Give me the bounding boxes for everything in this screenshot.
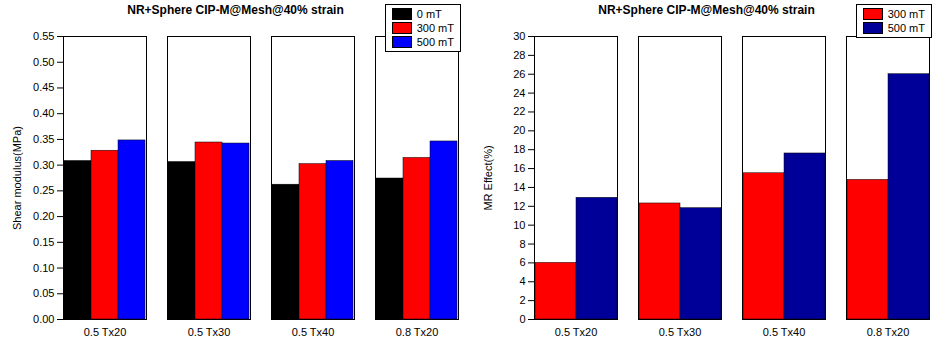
html-text:500 mT: 500 mT bbox=[887, 22, 925, 34]
html-text:300 mT: 300 mT bbox=[887, 8, 925, 20]
svg-text:6: 6 bbox=[519, 256, 525, 268]
html-text:NR+Sphere CIP-M@Mesh@40% strai: NR+Sphere CIP-M@Mesh@40% strain bbox=[127, 3, 344, 17]
svg-text:0.5 Tx30: 0.5 Tx30 bbox=[659, 326, 702, 338]
svg-text:0.00: 0.00 bbox=[33, 313, 54, 325]
svg-text:0.30: 0.30 bbox=[33, 159, 54, 171]
html-text:300 mT: 300 mT bbox=[416, 22, 454, 34]
svg-text:0.5 Tx20: 0.5 Tx20 bbox=[555, 326, 598, 338]
svg-text:0.40: 0.40 bbox=[33, 107, 54, 119]
svg-text:12: 12 bbox=[513, 200, 525, 212]
svg-text:24: 24 bbox=[513, 87, 525, 99]
svg-text:8: 8 bbox=[519, 238, 525, 250]
svg-text:20: 20 bbox=[513, 124, 525, 136]
svg-text:16: 16 bbox=[513, 162, 525, 174]
svg-text:18: 18 bbox=[513, 143, 525, 155]
svg-text:0.55: 0.55 bbox=[33, 30, 54, 42]
svg-text:0.5 Tx30: 0.5 Tx30 bbox=[188, 326, 231, 338]
svg-text:22: 22 bbox=[513, 105, 525, 117]
html-text:0 mT: 0 mT bbox=[416, 8, 442, 20]
svg-text:26: 26 bbox=[513, 68, 525, 80]
svg-text:0.45: 0.45 bbox=[33, 81, 54, 93]
svg-text:0.10: 0.10 bbox=[33, 262, 54, 274]
svg-text:4: 4 bbox=[519, 275, 525, 287]
html-text:NR+Sphere CIP-M@Mesh@40% strai: NR+Sphere CIP-M@Mesh@40% strain bbox=[598, 3, 815, 17]
svg-text:0.5 Tx40: 0.5 Tx40 bbox=[763, 326, 806, 338]
svg-text:14: 14 bbox=[513, 181, 525, 193]
svg-text:0.35: 0.35 bbox=[33, 133, 54, 145]
svg-text:0.15: 0.15 bbox=[33, 236, 54, 248]
svg-text:0.50: 0.50 bbox=[33, 56, 54, 68]
svg-text:0.25: 0.25 bbox=[33, 184, 54, 196]
svg-text:0.20: 0.20 bbox=[33, 210, 54, 222]
html-text:500 mT: 500 mT bbox=[416, 36, 454, 48]
svg-text:0.8 Tx20: 0.8 Tx20 bbox=[867, 326, 910, 338]
svg-text:Shear modulus(MPa): Shear modulus(MPa) bbox=[11, 126, 23, 230]
svg-text:0.5 Tx20: 0.5 Tx20 bbox=[84, 326, 127, 338]
svg-text:0.8 Tx20: 0.8 Tx20 bbox=[396, 326, 439, 338]
svg-text:0: 0 bbox=[519, 313, 525, 325]
svg-text:2: 2 bbox=[519, 294, 525, 306]
svg-text:0.05: 0.05 bbox=[33, 287, 54, 299]
svg-text:0.5 Tx40: 0.5 Tx40 bbox=[292, 326, 335, 338]
svg-text:MR Effect(%): MR Effect(%) bbox=[482, 145, 494, 210]
svg-text:28: 28 bbox=[513, 49, 525, 61]
svg-text:10: 10 bbox=[513, 219, 525, 231]
svg-text:30: 30 bbox=[513, 30, 525, 42]
